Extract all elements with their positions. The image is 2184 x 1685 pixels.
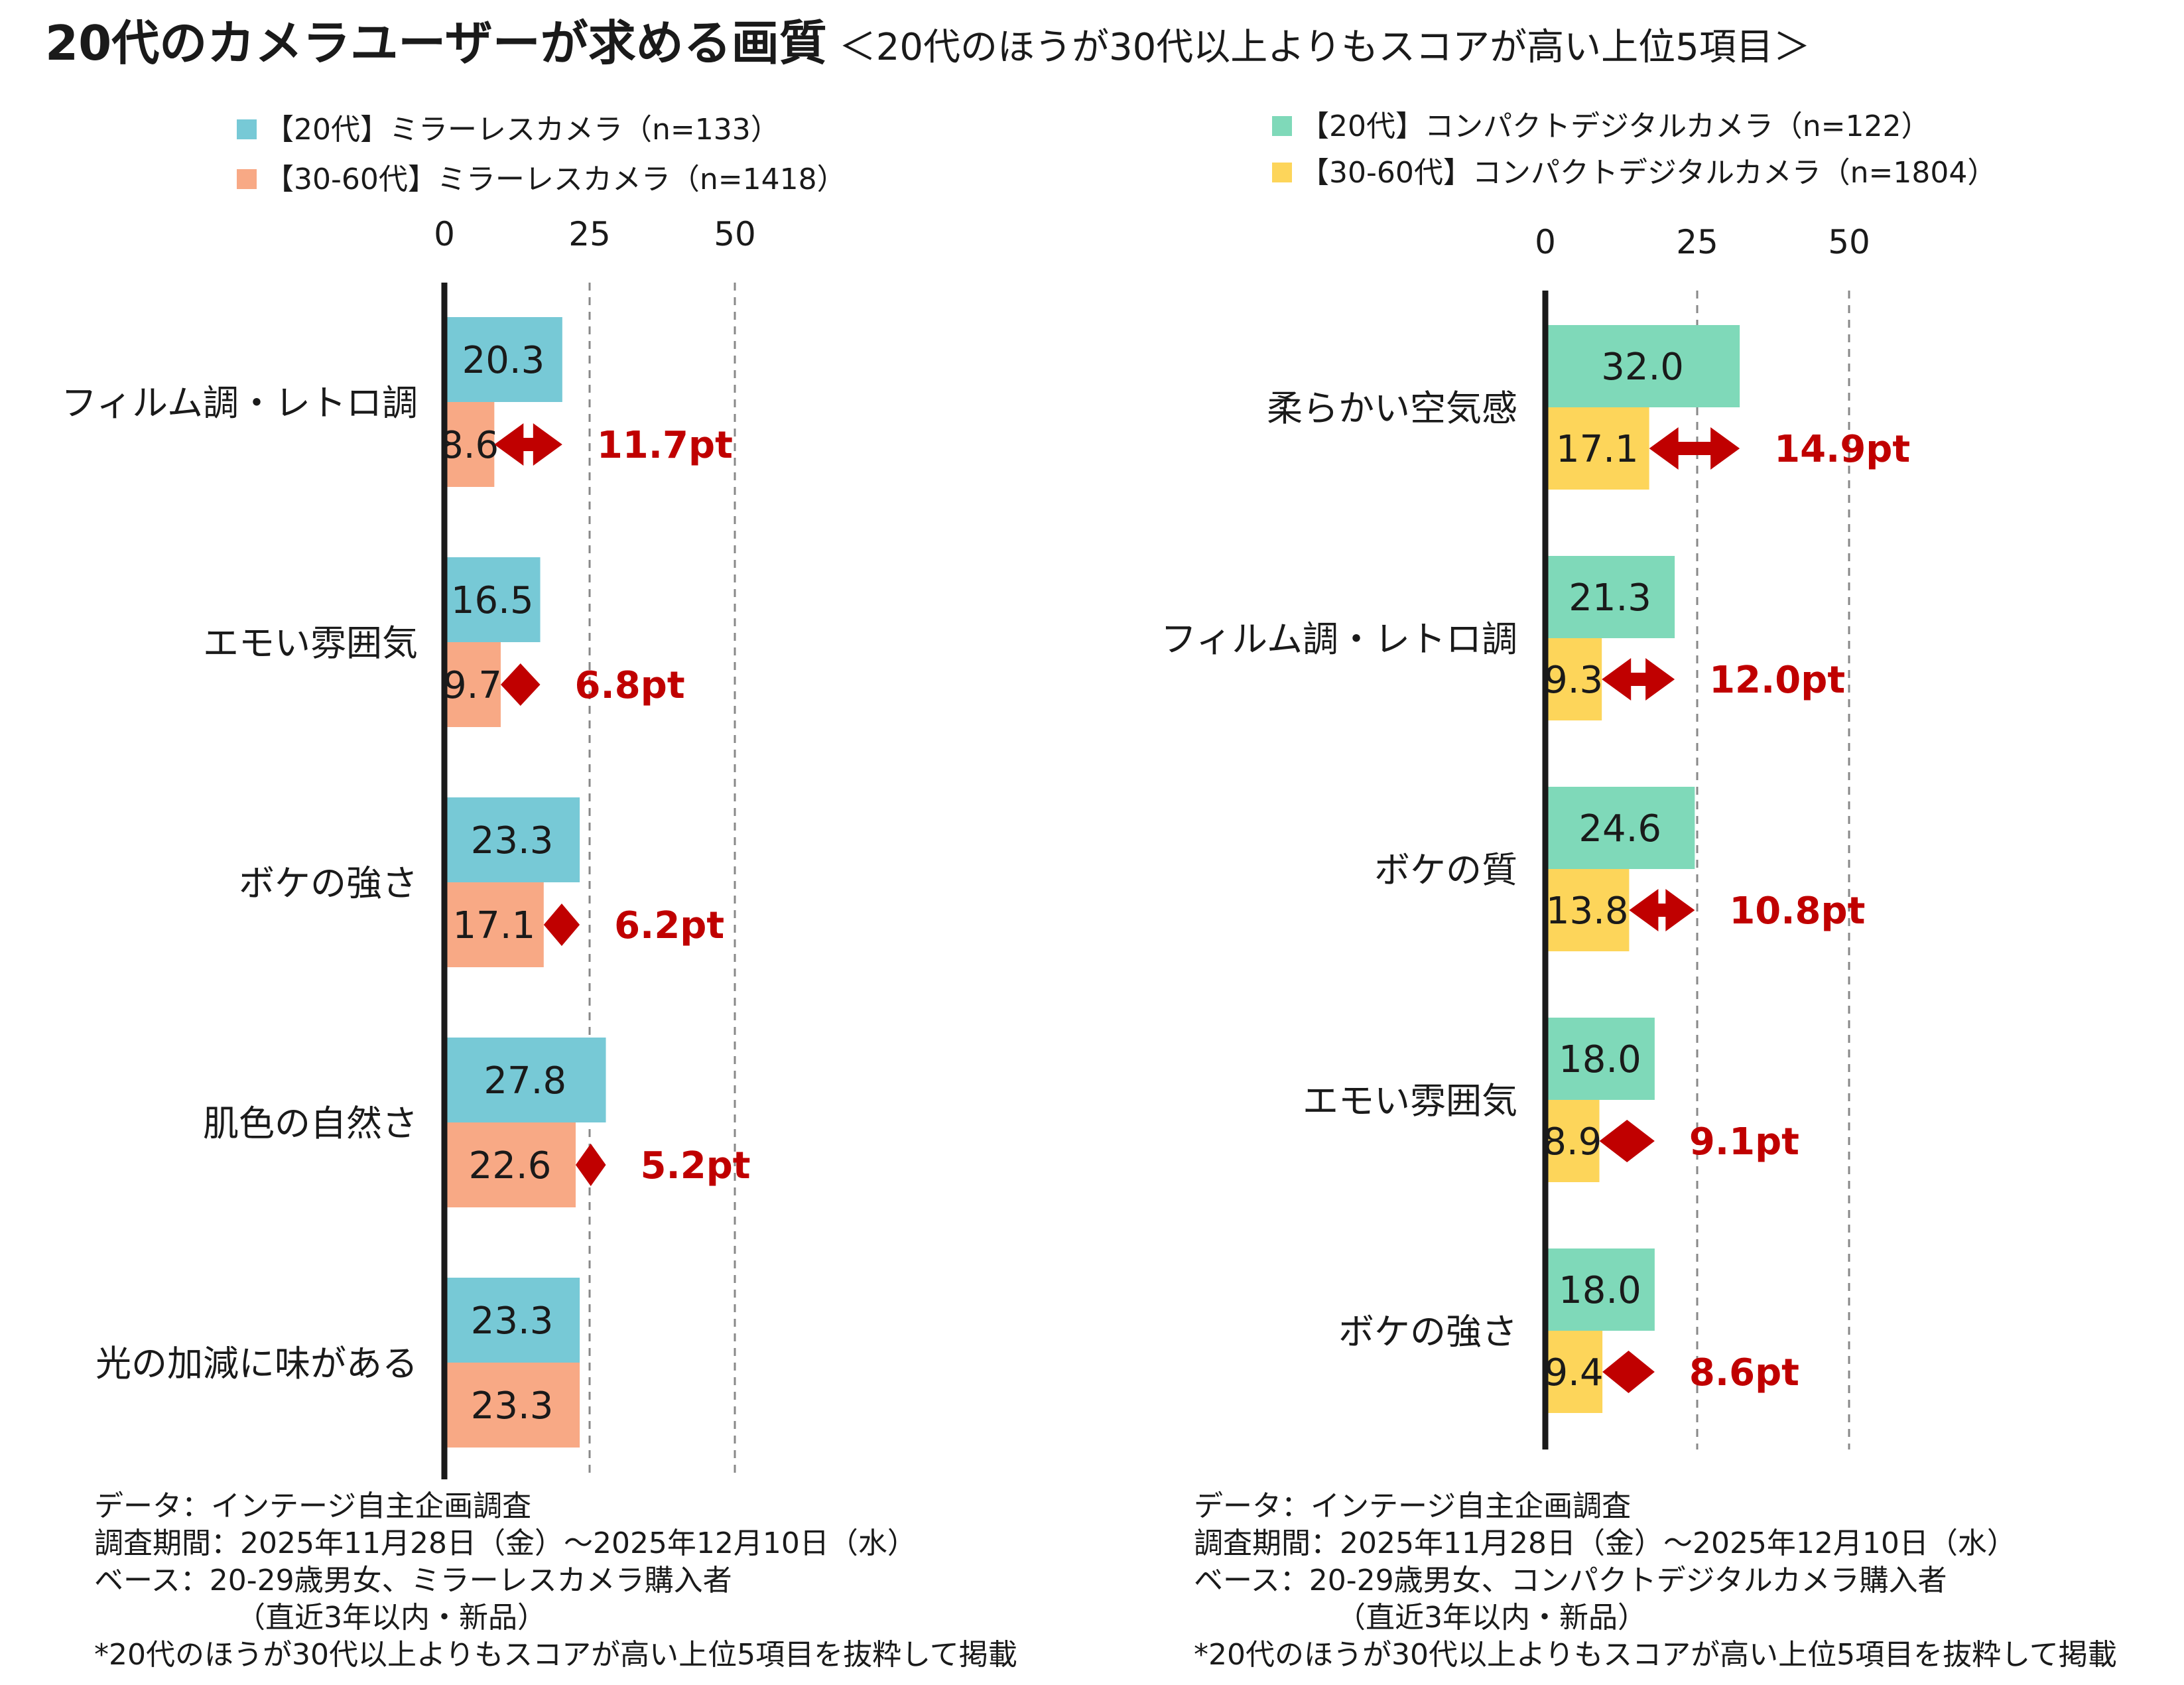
bar	[1545, 325, 1740, 407]
difference-arrow	[1599, 1120, 1655, 1162]
difference-label: 6.2pt	[614, 904, 724, 947]
difference-label: 10.8pt	[1729, 890, 1865, 933]
difference-label: 5.2pt	[641, 1144, 751, 1187]
mirrorless-chart: 【20代】ミラーレスカメラ（n=133） 【30-60代】ミラーレスカメラ（n=1…	[61, 113, 1017, 1672]
bar	[1545, 869, 1630, 951]
difference-arrow	[494, 423, 562, 466]
compact-camera-chart: 【20代】コンパクトデジタルカメラ（n=122） 【30-60代】コンパクトデジタ…	[1161, 109, 2117, 1672]
bar	[1545, 787, 1695, 869]
bar	[1545, 638, 1602, 720]
difference-label: 6.8pt	[575, 664, 685, 707]
data-label: 32.0	[1601, 346, 1684, 389]
difference-arrow	[543, 904, 580, 946]
difference-arrow	[500, 663, 541, 706]
tick-label: 50	[1828, 223, 1870, 261]
difference-arrow	[1602, 1351, 1655, 1393]
bar	[444, 557, 541, 642]
title-sub: ＜20代のほうが30代以上よりもスコアが高い上位5項目＞	[839, 26, 1811, 69]
data-label: 23.3	[471, 1300, 554, 1343]
bar	[444, 642, 501, 727]
legend-swatch	[237, 169, 257, 189]
tick-label: 50	[714, 215, 756, 253]
bar	[1545, 1018, 1655, 1100]
data-label: 23.3	[471, 1384, 554, 1428]
title-main: 20代のカメラユーザーが求める画質	[45, 15, 827, 71]
category-label: 光の加減に味がある	[96, 1343, 418, 1384]
category-label: フィルム調・レトロ調	[1161, 618, 1517, 660]
bar	[444, 1278, 580, 1363]
category-label: 肌色の自然さ	[203, 1103, 418, 1144]
category-label: ボケの強さ	[1338, 1311, 1517, 1353]
data-label: 22.6	[469, 1144, 552, 1187]
category-label: エモい雰囲気	[203, 622, 418, 664]
category-label: フィルム調・レトロ調	[61, 382, 418, 424]
bar	[444, 1122, 576, 1207]
difference-label: 12.0pt	[1709, 659, 1845, 702]
legend-entry: 【30-60代】コンパクトデジタルカメラ（n=1804）	[1300, 156, 1996, 190]
difference-arrow	[1602, 658, 1675, 701]
bar	[444, 1038, 606, 1122]
footnote: （直近3年以内・新品）	[236, 1601, 546, 1635]
difference-arrow	[1649, 427, 1740, 470]
data-label: 9.3	[1544, 659, 1603, 702]
data-label: 17.1	[453, 904, 536, 947]
bar	[1545, 1331, 1603, 1413]
footnote: データ：インテージ自主企画調査	[1194, 1489, 1631, 1523]
page-title: 20代のカメラユーザーが求める画質 ＜20代のほうが30代以上よりもスコアが高い上…	[45, 15, 1811, 71]
data-label: 18.0	[1559, 1269, 1641, 1312]
data-label: 8.9	[1543, 1120, 1602, 1164]
legend-swatch	[1272, 116, 1292, 136]
difference-arrow	[1629, 889, 1695, 931]
bar	[1545, 1248, 1655, 1331]
footnote: 調査期間：2025年11月28日（金）～2025年12月10日（水）	[1194, 1526, 2016, 1560]
difference-label: 11.7pt	[597, 424, 733, 467]
difference-label: 14.9pt	[1774, 428, 1910, 471]
bar	[444, 882, 544, 967]
legend-entry: 【20代】ミラーレスカメラ（n=133）	[265, 113, 780, 147]
data-label: 17.1	[1556, 428, 1639, 471]
bar	[444, 797, 580, 882]
data-label: 23.3	[471, 819, 554, 862]
bar	[1545, 407, 1649, 490]
tick-label: 25	[1676, 223, 1718, 261]
category-label: ボケの強さ	[239, 862, 418, 904]
legend-entry: 【30-60代】ミラーレスカメラ（n=1418）	[265, 163, 846, 196]
footnote: ベース：20-29歳男女、ミラーレスカメラ購入者	[94, 1564, 732, 1597]
data-label: 9.7	[443, 664, 502, 707]
category-label: エモい雰囲気	[1303, 1080, 1517, 1122]
footnote: （直近3年以内・新品）	[1336, 1601, 1647, 1635]
legend-swatch	[1272, 163, 1292, 182]
data-label: 13.8	[1546, 890, 1629, 933]
data-label: 8.6	[440, 424, 499, 467]
tick-label: 25	[568, 215, 611, 253]
data-label: 24.6	[1578, 807, 1661, 850]
legend-swatch	[237, 119, 257, 139]
data-label: 20.3	[462, 339, 545, 382]
bar	[444, 1363, 580, 1448]
category-label: ボケの質	[1374, 849, 1517, 891]
tick-label: 0	[434, 215, 455, 253]
footnote: *20代のほうが30代以上よりもスコアが高い上位5項目を抜粋して掲載	[1194, 1638, 2117, 1672]
bar	[1545, 556, 1675, 638]
difference-label: 9.1pt	[1689, 1120, 1799, 1164]
data-label: 16.5	[451, 579, 534, 622]
bar	[444, 317, 562, 402]
legend-entry: 【20代】コンパクトデジタルカメラ（n=122）	[1300, 109, 1931, 143]
footnote: *20代のほうが30代以上よりもスコアが高い上位5項目を抜粋して掲載	[94, 1638, 1017, 1672]
footnote: ベース：20-29歳男女、コンパクトデジタルカメラ購入者	[1194, 1564, 1947, 1597]
data-label: 21.3	[1569, 576, 1651, 620]
data-label: 27.8	[483, 1059, 566, 1103]
tick-label: 0	[1535, 223, 1556, 261]
difference-arrow	[575, 1144, 606, 1186]
footnote: 調査期間：2025年11月28日（金）～2025年12月10日（水）	[94, 1526, 917, 1560]
data-label: 9.4	[1545, 1351, 1604, 1394]
category-label: 柔らかい空気感	[1267, 387, 1517, 429]
data-label: 18.0	[1559, 1038, 1641, 1081]
bar	[1545, 1100, 1600, 1182]
difference-label: 8.6pt	[1689, 1351, 1799, 1394]
bar	[444, 402, 495, 487]
footnote: データ：インテージ自主企画調査	[94, 1489, 531, 1523]
